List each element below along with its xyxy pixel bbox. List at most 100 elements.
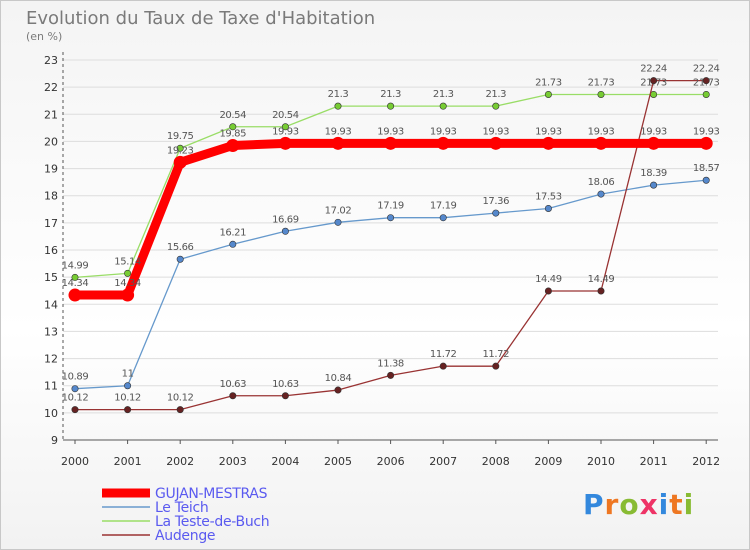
data-label: 19.75 (167, 131, 194, 142)
y-tick-label: 17 (44, 217, 58, 230)
data-label: 10.63 (219, 379, 246, 390)
data-point (702, 77, 710, 85)
x-tick-label: 2003 (219, 455, 247, 468)
data-point (384, 136, 398, 150)
data-label: 19.23 (167, 145, 194, 156)
data-point (281, 392, 289, 400)
proxiti-logo: Proxiti (583, 488, 694, 521)
x-tick-label: 2011 (640, 455, 668, 468)
data-label: 21.3 (328, 89, 349, 100)
data-label: 19.93 (535, 126, 562, 137)
y-tick-label: 22 (44, 81, 58, 94)
data-point (229, 123, 237, 131)
data-label: 19.93 (640, 126, 667, 137)
data-label: 21.3 (380, 89, 401, 100)
y-tick-label: 12 (44, 353, 58, 366)
data-point (702, 176, 710, 184)
y-tick-label: 14 (44, 298, 58, 311)
data-label: 19.93 (377, 126, 404, 137)
x-tick-label: 2006 (377, 455, 405, 468)
data-label: 11.72 (430, 349, 457, 360)
data-label: 22.24 (693, 64, 720, 75)
data-point (281, 227, 289, 235)
data-label: 21.3 (433, 89, 454, 100)
data-point (331, 136, 345, 150)
data-label: 19.93 (482, 126, 509, 137)
data-label: 17.19 (430, 201, 457, 212)
data-point (597, 90, 605, 98)
data-label: 20.54 (219, 110, 246, 121)
y-tick-label: 10 (44, 407, 58, 420)
data-point (124, 406, 132, 414)
x-tick-label: 2007 (429, 455, 457, 468)
data-point (436, 136, 450, 150)
data-label: 21.73 (693, 77, 720, 88)
data-label: 19.93 (588, 126, 615, 137)
data-point (387, 102, 395, 110)
x-tick-label: 2005 (324, 455, 352, 468)
data-point (226, 139, 240, 152)
data-label: 18.39 (640, 168, 667, 179)
data-label: 19.93 (272, 126, 299, 137)
data-label: 19.93 (693, 126, 720, 137)
data-point (334, 386, 342, 394)
logo-letter: i (658, 488, 670, 521)
data-point (176, 144, 184, 152)
x-tick-label: 2001 (114, 455, 142, 468)
data-point (544, 90, 552, 98)
logo-letter: o (619, 488, 640, 521)
data-point (597, 190, 605, 198)
y-tick-label: 18 (44, 190, 58, 203)
data-label: 11.38 (377, 358, 404, 369)
data-label: 11.72 (482, 349, 509, 360)
data-point (334, 102, 342, 110)
data-point (492, 102, 500, 110)
data-point (647, 136, 661, 150)
data-label: 14.49 (588, 274, 615, 285)
data-point (71, 406, 79, 414)
data-label: 18.57 (693, 163, 720, 174)
data-label: 17.19 (377, 201, 404, 212)
data-label: 21.73 (640, 77, 667, 88)
data-point (597, 287, 605, 295)
x-tick-label: 2004 (271, 455, 299, 468)
data-label: 18.06 (588, 177, 615, 188)
data-point (334, 218, 342, 226)
data-label: 10.12 (167, 393, 194, 404)
data-label: 19.85 (219, 129, 246, 140)
logo-letter: t (669, 488, 684, 521)
data-label: 22.24 (640, 64, 667, 75)
logo-letter: x (639, 488, 659, 521)
x-tick-label: 2010 (587, 455, 615, 468)
data-point (650, 181, 658, 189)
data-label: 10.12 (62, 393, 89, 404)
legend-label: Audenge (155, 528, 215, 544)
data-label: 21.3 (485, 89, 506, 100)
data-point (650, 77, 658, 85)
y-tick-label: 15 (44, 271, 58, 284)
data-point (702, 90, 710, 98)
data-label: 15.66 (167, 242, 194, 253)
data-label: 10.89 (62, 372, 89, 383)
data-point (387, 214, 395, 222)
y-tick-label: 9 (51, 434, 58, 447)
logo-letter: i (683, 488, 695, 521)
data-label: 17.53 (535, 191, 562, 202)
x-tick-label: 2002 (166, 455, 194, 468)
data-point (121, 288, 135, 302)
logo-letter: r (604, 488, 620, 521)
chart-title: Evolution du Taux de Taxe d'Habitation (26, 8, 375, 29)
data-point (492, 209, 500, 217)
data-point (71, 273, 79, 281)
data-label: 10.12 (114, 393, 141, 404)
x-tick-label: 2012 (692, 455, 720, 468)
data-label: 21.73 (588, 77, 615, 88)
data-label: 21.73 (535, 77, 562, 88)
data-label: 14.34 (114, 278, 141, 289)
data-point (71, 385, 79, 393)
data-point (229, 240, 237, 248)
y-tick-label: 19 (44, 163, 58, 176)
data-label: 19.93 (430, 126, 457, 137)
legend-label: GUJAN-MESTRAS (155, 486, 268, 502)
